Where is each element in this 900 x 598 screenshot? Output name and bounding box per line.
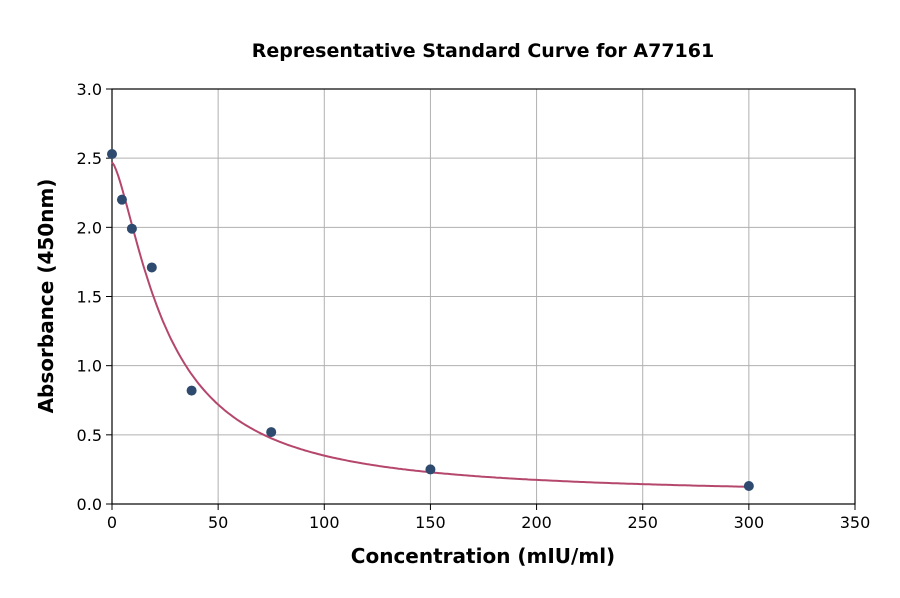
- x-tick-label: 100: [309, 513, 340, 532]
- data-points: [107, 149, 754, 492]
- y-tick-label: 1.0: [77, 357, 102, 376]
- x-tick-label: 50: [208, 513, 228, 532]
- data-point: [186, 385, 197, 396]
- x-tick-label: 200: [521, 513, 552, 532]
- data-point: [146, 262, 157, 273]
- data-point: [116, 194, 127, 205]
- data-point: [266, 427, 277, 438]
- data-point: [425, 464, 436, 475]
- data-point: [107, 149, 117, 160]
- grid: [111, 88, 856, 505]
- y-tick-label: 2.0: [77, 218, 102, 237]
- x-axis-label: Concentration (mIU/ml): [351, 544, 615, 568]
- axis-ticks: 0 50 100 150 200 250 300 350 0.0 0.5 1.0 1.5 2.0 2.5 3…: [77, 80, 871, 532]
- y-tick-label: 3.0: [77, 80, 102, 99]
- chart-title: Representative Standard Curve for A77161: [252, 40, 714, 62]
- y-tick-label: 1.5: [77, 288, 102, 307]
- x-tick-label: 250: [627, 513, 658, 532]
- x-tick-label: 150: [415, 513, 446, 532]
- y-tick-label: 0.0: [77, 495, 102, 514]
- data-point: [126, 223, 137, 234]
- y-tick-label: 2.5: [77, 149, 102, 168]
- x-tick-label: 300: [734, 513, 765, 532]
- x-tick-label: 0: [107, 513, 117, 532]
- y-axis-label: Absorbance (450nm): [34, 179, 58, 414]
- x-tick-label: 350: [840, 513, 871, 532]
- y-tick-label: 0.5: [77, 426, 102, 445]
- data-point: [743, 481, 754, 492]
